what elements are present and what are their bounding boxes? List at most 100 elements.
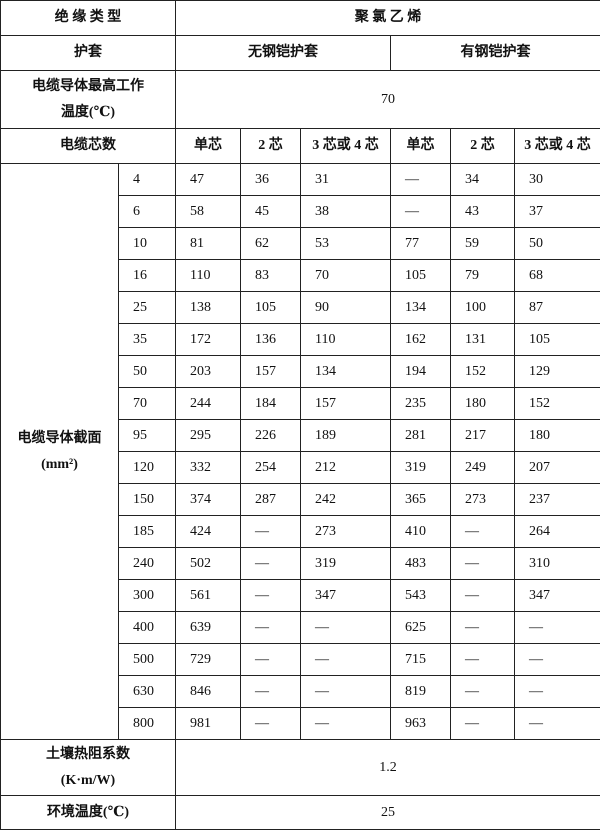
cell-text: 800 <box>133 711 175 737</box>
table-cell: 45 <box>241 196 301 228</box>
table-cell: 281 <box>391 420 451 452</box>
cell-text: 715 <box>405 647 450 673</box>
table-cell: 152 <box>515 388 600 420</box>
cell-text: 639 <box>190 615 240 641</box>
cell-text: 单芯 <box>391 133 450 159</box>
table-cell: 226 <box>241 420 301 452</box>
table-cell: 254 <box>241 452 301 484</box>
cell-text: — <box>529 679 600 705</box>
cell-text: — <box>255 519 300 545</box>
table-cell: 31 <box>301 164 391 196</box>
table-cell: 83 <box>241 260 301 292</box>
cell-text: 70 <box>315 263 390 289</box>
cell-text: 6 <box>133 199 175 225</box>
cell-text: 环境温度(℃) <box>1 800 175 826</box>
table-cell: 249 <box>451 452 515 484</box>
cell-text: 273 <box>315 519 390 545</box>
cell-text: 110 <box>190 263 240 289</box>
table-cell: 502 <box>176 548 241 580</box>
table-cell: 273 <box>451 484 515 516</box>
cell-text: 87 <box>529 295 600 321</box>
table-cell: 16 <box>119 260 176 292</box>
header-cell: 单芯 <box>391 129 451 164</box>
table-cell: 58 <box>176 196 241 228</box>
cell-text: 2 芯 <box>241 133 300 159</box>
table-cell: 30 <box>515 164 600 196</box>
table-cell: — <box>241 612 301 644</box>
table-cell: — <box>451 612 515 644</box>
header-cell: 有钢铠护套 <box>391 36 600 71</box>
table-cell: 180 <box>515 420 600 452</box>
cell-text: — <box>315 615 390 641</box>
cell-text: 180 <box>529 423 600 449</box>
cell-text: 287 <box>255 487 300 513</box>
cell-text: 152 <box>529 391 600 417</box>
table-cell: 240 <box>119 548 176 580</box>
cell-text: 2 芯 <box>451 133 514 159</box>
table-cell: — <box>301 644 391 676</box>
table-cell: 136 <box>241 324 301 356</box>
cell-text: 273 <box>465 487 514 513</box>
table-cell: 981 <box>176 708 241 740</box>
cell-text: 1.2 <box>176 755 600 781</box>
cell-text: 58 <box>190 199 240 225</box>
table-cell: 110 <box>176 260 241 292</box>
cell-text: 242 <box>315 487 390 513</box>
cell-text: (K·m/W) <box>1 768 175 794</box>
cell-text: 34 <box>465 167 514 193</box>
cell-text: — <box>255 711 300 737</box>
header-cell: 电缆导体截面(mm²) <box>1 164 119 740</box>
header-cell: 绝 缘 类 型 <box>1 1 176 36</box>
cell-text: 59 <box>465 231 514 257</box>
table-cell: 172 <box>176 324 241 356</box>
header-cell: 电缆导体最高工作温度(℃) <box>1 71 176 129</box>
table-cell: 180 <box>451 388 515 420</box>
cell-text: 47 <box>190 167 240 193</box>
header-cell: 无钢铠护套 <box>176 36 391 71</box>
header-cell: 护套 <box>1 36 176 71</box>
cell-text: 281 <box>405 423 450 449</box>
table-cell: — <box>241 516 301 548</box>
table-cell: — <box>451 676 515 708</box>
cell-text: 625 <box>405 615 450 641</box>
table-cell: 77 <box>391 228 451 260</box>
cell-text: 150 <box>133 487 175 513</box>
table-cell: 87 <box>515 292 600 324</box>
table-cell: 424 <box>176 516 241 548</box>
cell-text: 347 <box>315 583 390 609</box>
table-cell: 105 <box>391 260 451 292</box>
cell-text: — <box>315 647 390 673</box>
cell-text: — <box>465 679 514 705</box>
cell-text: 79 <box>465 263 514 289</box>
table-cell: 35 <box>119 324 176 356</box>
cell-text: — <box>255 615 300 641</box>
table-row: 土壤热阻系数(K·m/W)1.2 <box>1 740 600 796</box>
table-cell: 264 <box>515 516 600 548</box>
cell-text: 152 <box>465 359 514 385</box>
cell-text: 134 <box>405 295 450 321</box>
table-cell: 819 <box>391 676 451 708</box>
table-cell: 189 <box>301 420 391 452</box>
table-cell: 300 <box>119 580 176 612</box>
table-row: 绝 缘 类 型聚 氯 乙 烯 <box>1 1 600 36</box>
table-cell: — <box>451 580 515 612</box>
cell-text: 483 <box>405 551 450 577</box>
header-cell: 3 芯或 4 芯 <box>515 129 600 164</box>
cell-text: 土壤热阻系数 <box>1 742 175 768</box>
table-cell: 235 <box>391 388 451 420</box>
table-cell: 483 <box>391 548 451 580</box>
table-cell: 184 <box>241 388 301 420</box>
table-cell: 319 <box>391 452 451 484</box>
table-cell: 10 <box>119 228 176 260</box>
table-cell: 34 <box>451 164 515 196</box>
table-cell: 53 <box>301 228 391 260</box>
cell-text: 25 <box>176 800 600 826</box>
table-cell: 62 <box>241 228 301 260</box>
cell-text: 43 <box>465 199 514 225</box>
cell-text: 62 <box>255 231 300 257</box>
cell-text: 120 <box>133 455 175 481</box>
cell-text: 561 <box>190 583 240 609</box>
header-cell: 环境温度(℃) <box>1 796 176 830</box>
